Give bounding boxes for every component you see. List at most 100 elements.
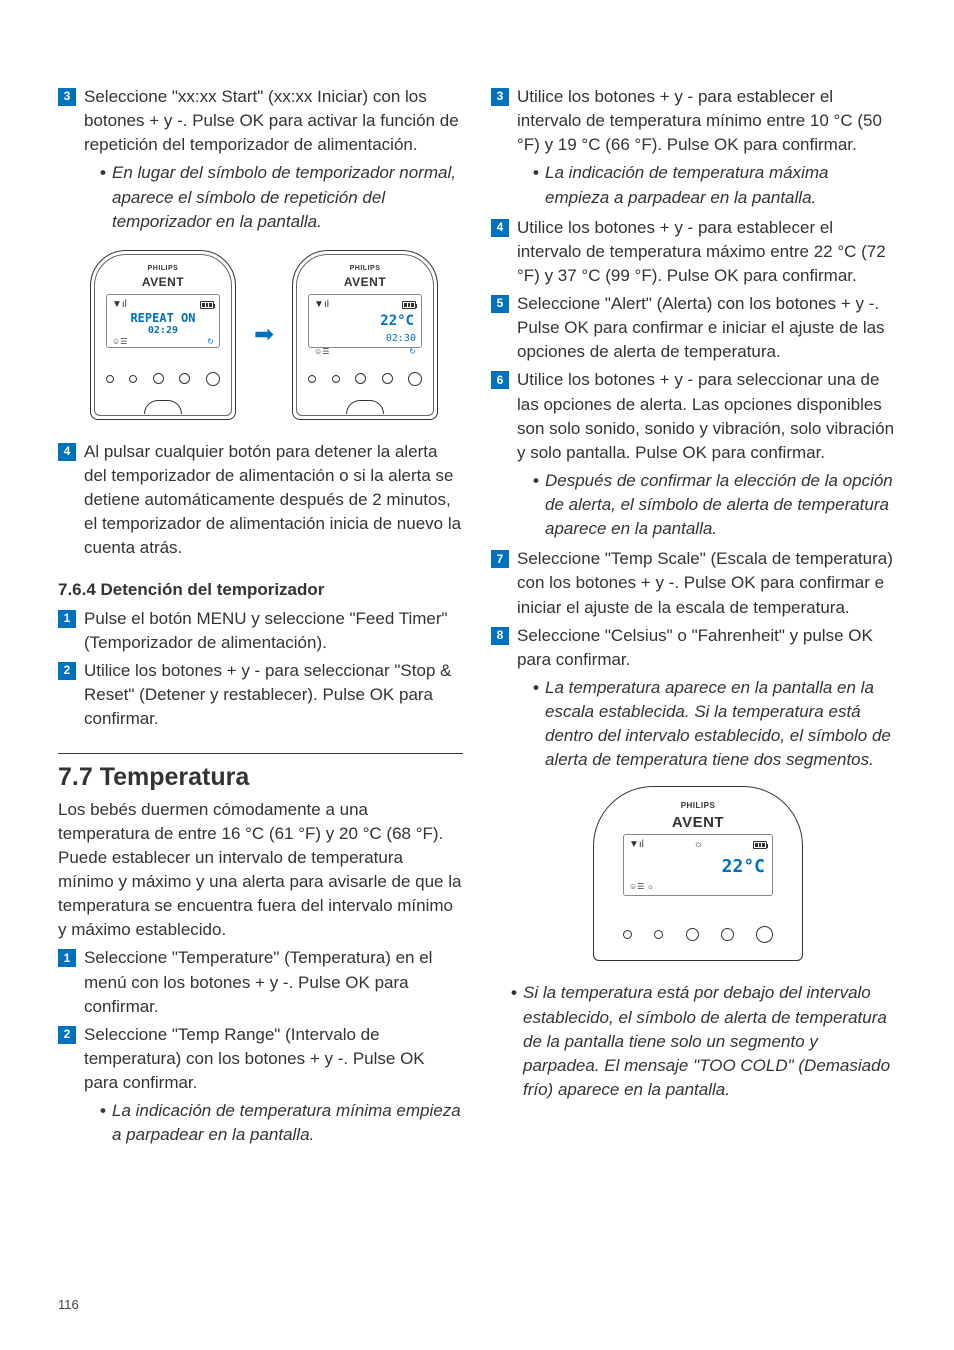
brand-philips: PHILIPS (84, 264, 242, 274)
figure-repeat-timer: PHILIPS AVENT ▼ıl REPEAT ON 02:29 ☺☰ ↻ (84, 250, 444, 420)
step-number-badge: 4 (58, 443, 76, 461)
step-4: 4 Al pulsar cualquier botón para detener… (58, 440, 463, 561)
signal-icon: ▼ıl (629, 838, 644, 852)
step-text: Utilice los botones + y - para establece… (517, 85, 896, 157)
device-right: PHILIPS AVENT ▼ıl 22°C 02:30 ☺☰ ↻ (286, 250, 444, 420)
timer-icon: ↻ (409, 346, 416, 357)
step-number-badge: 7 (491, 550, 509, 568)
device-button (382, 373, 393, 384)
screen-temp: 22°C (314, 312, 416, 332)
brand-avent: AVENT (84, 274, 242, 291)
bullet-marker: • (100, 161, 112, 233)
right-step-3: 3 Utilice los botones + y - para estable… (491, 85, 896, 157)
screen-main-text: REPEAT ON (112, 312, 214, 325)
step-3: 3 Seleccione "xx:xx Start" (xx:xx Inicia… (58, 85, 463, 157)
sun-icon: ☼ (694, 838, 703, 852)
device-left: PHILIPS AVENT ▼ıl REPEAT ON 02:29 ☺☰ ↻ (84, 250, 242, 420)
step-number-badge: 2 (58, 662, 76, 680)
step-text: Al pulsar cualquier botón para detener l… (84, 440, 463, 561)
step-text: Seleccione "Temp Scale" (Escala de tempe… (517, 547, 896, 619)
right-step-4: 4 Utilice los botones + y - para estable… (491, 216, 896, 288)
bullet-text: La indicación de temperatura mínima empi… (112, 1099, 463, 1147)
step-text: Utilice los botones + y - para establece… (517, 216, 896, 288)
heading-77: 7.7 Temperatura (58, 760, 463, 796)
temp-step-2: 2 Seleccione "Temp Range" (Intervalo de … (58, 1023, 463, 1095)
mode-icon: ☺☰ ☼ (629, 881, 654, 892)
brand-philips: PHILIPS (286, 264, 444, 274)
device-button (332, 375, 340, 383)
timer-icon: ↻ (207, 336, 214, 347)
page-number: 116 (58, 1296, 79, 1314)
step-number-badge: 6 (491, 371, 509, 389)
device-button (129, 375, 137, 383)
brand-avent: AVENT (286, 274, 444, 291)
device-single: PHILIPS AVENT ▼ıl ☼ 22°C ☺☰ ☼ (583, 786, 813, 961)
device-button (686, 928, 699, 941)
step-text: Seleccione "Temp Range" (Intervalo de te… (84, 1023, 463, 1095)
device-button (654, 930, 663, 939)
device-button (408, 372, 422, 386)
mode-icon: ☺☰ (314, 346, 329, 357)
step-text: Seleccione "Celsius" o "Fahrenheit" y pu… (517, 624, 896, 672)
bullet-text: La temperatura aparece en la pantalla en… (545, 676, 896, 773)
bullet-marker: • (533, 469, 545, 541)
step-text: Pulse el botón MENU y seleccione "Feed T… (84, 607, 463, 655)
signal-icon: ▼ıl (112, 298, 127, 312)
sub-bullet: • La indicación de temperatura máxima em… (491, 161, 896, 209)
step-number-badge: 4 (491, 219, 509, 237)
screen-temp: 22°C (629, 854, 767, 880)
step-number-badge: 1 (58, 949, 76, 967)
step-number-badge: 2 (58, 1026, 76, 1044)
brand-philips: PHILIPS (583, 800, 813, 811)
device-button (355, 373, 366, 384)
step-text: Utilice los botones + y - para seleccion… (517, 368, 896, 465)
final-bullet: • Si la temperatura está por debajo del … (491, 981, 896, 1102)
screen-sub-text: 02:29 (112, 325, 214, 336)
screen-sub-text: 02:30 (314, 332, 416, 346)
device-button (756, 926, 773, 943)
bullet-text: En lugar del símbolo de temporizador nor… (112, 161, 463, 233)
device-button (106, 375, 114, 383)
substep-1: 1 Pulse el botón MENU y seleccione "Feed… (58, 607, 463, 655)
signal-icon: ▼ıl (314, 298, 329, 312)
step-text: Seleccione "Temperature" (Temperatura) e… (84, 946, 463, 1018)
substep-2: 2 Utilice los botones + y - para selecci… (58, 659, 463, 731)
device-button (721, 928, 734, 941)
left-column: 3 Seleccione "xx:xx Start" (xx:xx Inicia… (58, 85, 463, 1153)
bullet-text: La indicación de temperatura máxima empi… (545, 161, 896, 209)
battery-icon (753, 841, 767, 849)
device-button (623, 930, 632, 939)
step-text: Seleccione "Alert" (Alerta) con los boto… (517, 292, 896, 364)
device-button (153, 373, 164, 384)
figure-temperature: PHILIPS AVENT ▼ıl ☼ 22°C ☺☰ ☼ (543, 786, 853, 961)
arrow-icon: ➡ (254, 318, 274, 352)
battery-icon (402, 301, 416, 309)
bullet-marker: • (100, 1099, 112, 1147)
right-column: 3 Utilice los botones + y - para estable… (491, 85, 896, 1153)
right-step-5: 5 Seleccione "Alert" (Alerta) con los bo… (491, 292, 896, 364)
right-step-7: 7 Seleccione "Temp Scale" (Escala de tem… (491, 547, 896, 619)
step-number-badge: 8 (491, 627, 509, 645)
device-button (179, 373, 190, 384)
bullet-text: Si la temperatura está por debajo del in… (523, 981, 896, 1102)
sub-bullet: • La temperatura aparece en la pantalla … (491, 676, 896, 773)
bullet-marker: • (533, 676, 545, 773)
step-text: Seleccione "xx:xx Start" (xx:xx Iniciar)… (84, 85, 463, 157)
step-number-badge: 3 (491, 88, 509, 106)
sub-bullet: • La indicación de temperatura mínima em… (58, 1099, 463, 1147)
step-number-badge: 3 (58, 88, 76, 106)
temp-step-1: 1 Seleccione "Temperature" (Temperatura)… (58, 946, 463, 1018)
sub-bullet: • Después de confirmar la elección de la… (491, 469, 896, 541)
bullet-marker: • (533, 161, 545, 209)
step-number-badge: 5 (491, 295, 509, 313)
device-button (206, 372, 220, 386)
device-button (308, 375, 316, 383)
battery-icon (200, 301, 214, 309)
step-text: Utilice los botones + y - para seleccion… (84, 659, 463, 731)
sub-bullet: • En lugar del símbolo de temporizador n… (58, 161, 463, 233)
intro-paragraph: Los bebés duermen cómodamente a una temp… (58, 798, 463, 943)
right-step-6: 6 Utilice los botones + y - para selecci… (491, 368, 896, 465)
bullet-marker: • (511, 981, 523, 1102)
step-number-badge: 1 (58, 610, 76, 628)
mode-icon: ☺☰ (112, 336, 127, 347)
